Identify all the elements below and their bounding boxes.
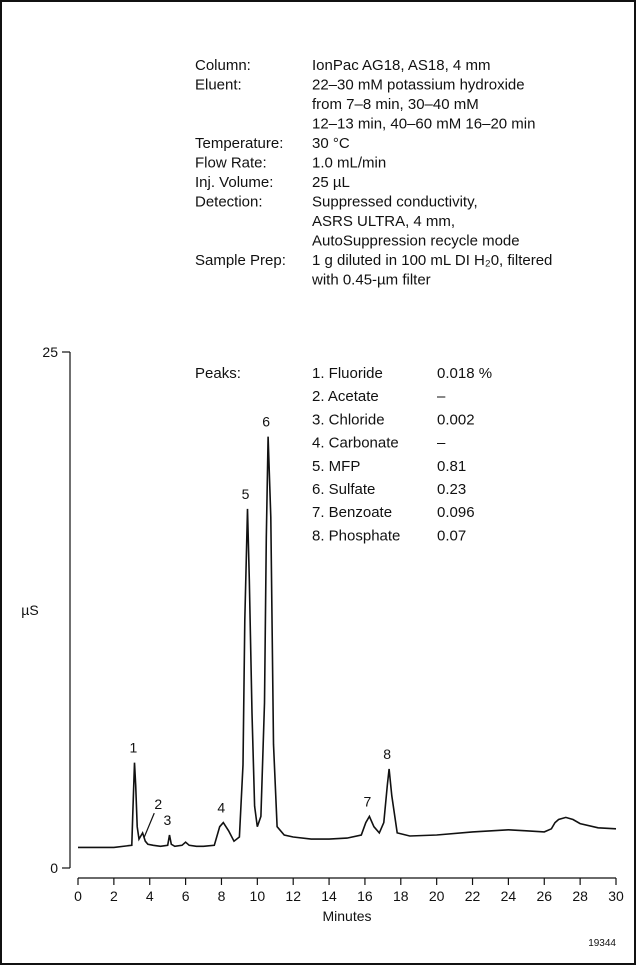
peak-name: 2. Acetate: [312, 388, 379, 405]
condition-label: Column:: [195, 57, 251, 74]
condition-value: ASRS ULTRA, 4 mm,: [312, 213, 455, 230]
peak-label: 8: [383, 746, 391, 762]
peak-2-leader: [143, 812, 155, 838]
peak-name: 8. Phosphate: [312, 527, 400, 544]
peak-name: 3. Chloride: [312, 411, 385, 428]
x-tick-label: 12: [285, 888, 301, 904]
peak-value: 0.096: [437, 504, 475, 521]
peak-name: 7. Benzoate: [312, 504, 392, 521]
peak-value: –: [437, 388, 446, 405]
peak-name: 1. Fluoride: [312, 365, 383, 382]
peak-value: 0.23: [437, 481, 466, 498]
x-tick-label: 0: [74, 888, 82, 904]
peak-label: 1: [129, 740, 137, 756]
peak-label: 4: [217, 800, 225, 816]
x-tick-label: 26: [536, 888, 552, 904]
condition-value: 1 g diluted in 100 mL DI H₂0, filtered: [312, 252, 552, 269]
x-tick-label: 8: [218, 888, 226, 904]
chromatogram-trace: [78, 436, 617, 849]
condition-label: Temperature:: [195, 135, 283, 152]
peak-name: 5. MFP: [312, 458, 360, 475]
x-tick-label: 2: [110, 888, 118, 904]
y-tick-label: 25: [42, 344, 58, 360]
condition-value: 30 °C: [312, 135, 350, 152]
condition-value: 1.0 mL/min: [312, 155, 386, 172]
condition-label: Sample Prep:: [195, 252, 286, 269]
x-tick-label: 22: [465, 888, 481, 904]
x-tick-label: 18: [393, 888, 409, 904]
condition-value: AutoSuppression recycle mode: [312, 233, 520, 250]
peak-name: 4. Carbonate: [312, 435, 399, 452]
y-axis-label: µS: [21, 602, 38, 618]
peaks-label: Peaks:: [195, 365, 241, 382]
peak-name: 6. Sulfate: [312, 481, 375, 498]
peak-label: 3: [164, 812, 172, 828]
peak-value: 0.018 %: [437, 365, 492, 382]
peak-label: 2: [154, 796, 162, 812]
condition-value: with 0.45-µm filter: [311, 272, 431, 289]
x-tick-label: 30: [608, 888, 624, 904]
x-tick-label: 6: [182, 888, 190, 904]
condition-label: Detection:: [195, 194, 263, 211]
condition-value: from 7–8 min, 30–40 mM: [312, 96, 479, 113]
condition-value: 22–30 mM potassium hydroxide: [312, 77, 525, 94]
condition-value: Suppressed conductivity,: [312, 194, 478, 211]
figure-id: 19344: [588, 938, 616, 949]
condition-label: Inj. Volume:: [195, 174, 273, 191]
peak-value: 0.81: [437, 458, 466, 475]
x-tick-label: 28: [572, 888, 588, 904]
x-axis-label: Minutes: [322, 908, 371, 924]
x-tick-label: 10: [250, 888, 266, 904]
peak-value: 0.002: [437, 411, 475, 428]
x-tick-label: 4: [146, 888, 154, 904]
y-tick-label: 0: [50, 860, 58, 876]
condition-value: 25 µL: [312, 174, 350, 191]
condition-value: 12–13 min, 40–60 mM 16–20 min: [312, 116, 535, 133]
x-tick-label: 16: [357, 888, 373, 904]
peak-value: –: [437, 435, 446, 452]
peak-value: 0.07: [437, 527, 466, 544]
x-tick-label: 20: [429, 888, 445, 904]
x-tick-label: 24: [501, 888, 517, 904]
x-tick-label: 14: [321, 888, 337, 904]
peak-label: 7: [364, 793, 372, 809]
peak-label: 6: [262, 414, 270, 430]
condition-value: IonPac AG18, AS18, 4 mm: [312, 57, 490, 74]
condition-label: Flow Rate:: [195, 155, 267, 172]
condition-label: Eluent:: [195, 77, 242, 94]
peak-label: 5: [242, 486, 250, 502]
